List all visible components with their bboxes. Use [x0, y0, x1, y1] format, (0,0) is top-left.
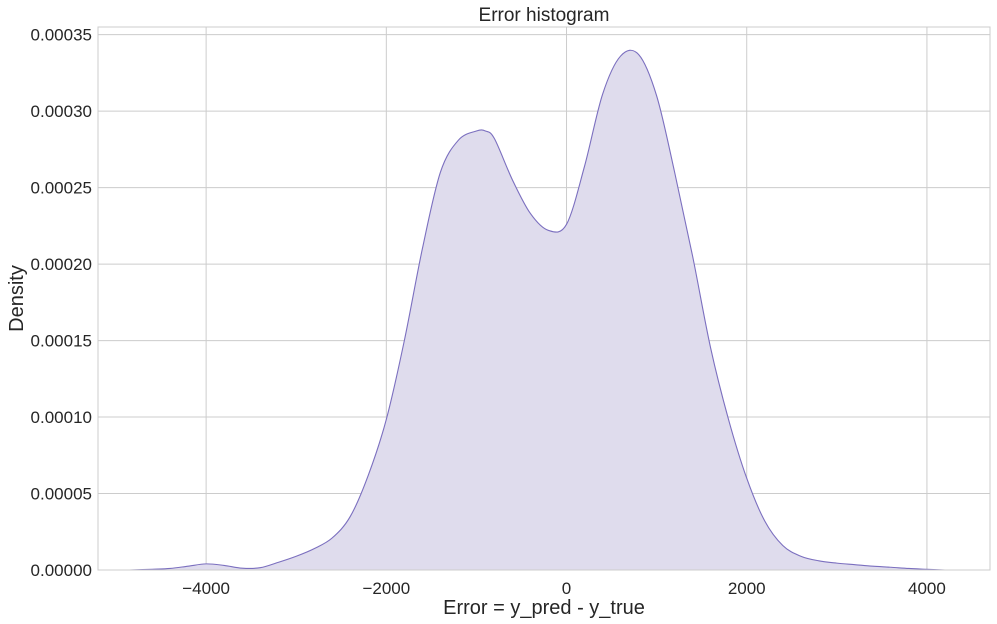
y-tick-label: 0.00025 — [31, 179, 92, 198]
y-tick-label: 0.00035 — [31, 26, 92, 45]
x-axis-title: Error = y_pred - y_true — [443, 597, 645, 619]
y-axis-title: Density — [6, 265, 28, 332]
y-axis-ticks: 0.00000 0.00005 0.00010 0.00015 0.00020 0.000… — [31, 26, 92, 580]
y-tick-label: 0.00000 — [31, 561, 92, 580]
density-area — [129, 50, 945, 570]
y-tick-label: 0.00010 — [31, 408, 92, 427]
x-axis-ticks: −4000 −2000 0 2000 4000 — [182, 579, 946, 598]
chart-title: Error histogram — [479, 5, 610, 26]
density-line — [129, 49, 945, 571]
x-tick-label: 4000 — [908, 579, 946, 598]
y-tick-label: 0.00015 — [31, 332, 92, 351]
x-tick-label: 0 — [562, 579, 571, 598]
y-tick-label: 0.00020 — [31, 255, 92, 274]
x-tick-label: −4000 — [182, 579, 230, 598]
plot-frame — [97, 26, 991, 571]
x-tick-label: 2000 — [728, 579, 766, 598]
y-tick-label: 0.00030 — [31, 102, 92, 121]
x-tick-label: −2000 — [362, 579, 410, 598]
y-tick-label: 0.00005 — [31, 485, 92, 504]
